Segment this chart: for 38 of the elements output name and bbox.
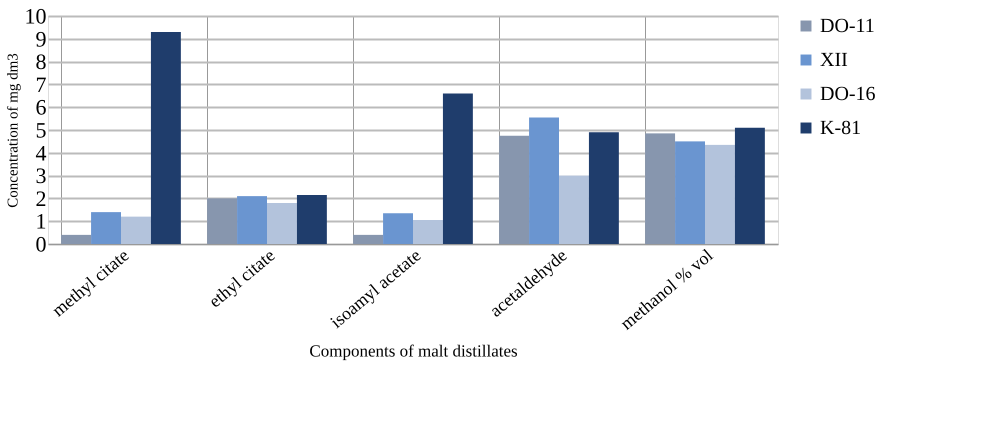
y-tick-label: 4 (36, 140, 46, 166)
bar (207, 198, 238, 244)
x-tick-label: ethyl citate (204, 244, 279, 312)
bar (529, 117, 559, 244)
x-axis-title: Components of malt distillates (309, 342, 518, 361)
bar (237, 196, 267, 244)
bar (383, 213, 413, 244)
bar (499, 136, 530, 244)
bar (705, 144, 735, 244)
bar (61, 234, 92, 244)
bar (296, 194, 327, 244)
y-tick-label: 5 (36, 118, 46, 142)
y-tick-label: 6 (36, 94, 46, 120)
legend-label: DO-16 (820, 83, 876, 105)
y-tick-label: 7 (36, 72, 46, 97)
bar (267, 202, 297, 244)
y-tick-label: 0 (36, 232, 46, 256)
bar (675, 141, 705, 244)
bar (413, 220, 443, 244)
legend-label: K-81 (820, 117, 862, 139)
bar (121, 216, 151, 244)
y-tick-label: 1 (36, 208, 46, 234)
legend-label: DO-11 (820, 15, 875, 37)
bar (559, 176, 589, 244)
y-axis-title: Concentration of mg dm3 (6, 53, 22, 208)
y-tick-label: 10 (24, 4, 46, 28)
legend-label: XII (820, 49, 848, 71)
bar (645, 133, 676, 244)
y-tick-label: 9 (36, 26, 46, 52)
bar (588, 132, 619, 244)
y-tick-label: 8 (36, 49, 46, 74)
y-tick-label: 2 (36, 186, 46, 211)
bar (442, 94, 473, 244)
bar (734, 128, 765, 244)
bar (91, 212, 121, 244)
y-tick-label: 3 (36, 163, 46, 188)
bar (150, 32, 181, 244)
bar (353, 234, 384, 244)
